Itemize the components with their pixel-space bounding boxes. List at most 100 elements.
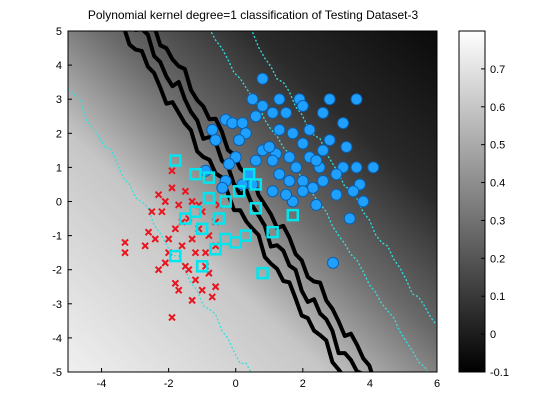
colorbar-tick-label: 0.3: [490, 215, 505, 227]
support-vector-square: [212, 212, 226, 225]
data-point-circle: [296, 100, 309, 113]
data-point-circle: [226, 117, 239, 130]
data-point-circle: [296, 175, 309, 188]
y-tick-label: 0: [56, 197, 62, 209]
support-vector-square: [242, 167, 256, 181]
x-tick-label: -2: [164, 378, 174, 390]
decision-boundary-line: [122, 31, 343, 372]
data-points: [121, 72, 380, 322]
colorbar-tick-label: 0.5: [490, 140, 505, 152]
colorbar-tick-label: 0: [490, 329, 496, 341]
data-point-circle: [206, 123, 219, 136]
data-point-circle: [303, 123, 316, 136]
colorbar: 0.7 0.6 0.5 0.4 0.3 0.2 0.1 0 -0.1: [458, 30, 509, 379]
colorbar-tick-label: 0.4: [490, 178, 505, 190]
data-point-circle: [216, 181, 229, 194]
data-point-circle: [266, 185, 279, 198]
chart-title: Polynomial kernel degree=1 classificatio…: [88, 8, 419, 22]
data-point-x: [171, 225, 180, 233]
colorbar-tick-label: 0.2: [490, 253, 505, 265]
data-point-x: [178, 242, 186, 250]
data-point-x: [154, 265, 163, 274]
data-point-circle: [330, 168, 343, 181]
data-point-circle: [310, 154, 323, 167]
data-point-circle: [306, 181, 319, 194]
support-vector-square: [179, 212, 192, 225]
data-point-circle: [310, 198, 323, 211]
x-tick-label: 4: [367, 378, 373, 390]
data-point-x: [188, 235, 196, 243]
data-point-circle: [249, 154, 262, 167]
x-tick-label: 6: [434, 378, 440, 390]
data-point-x: [151, 235, 159, 243]
data-point-x: [174, 286, 183, 294]
data-point-circle: [296, 137, 309, 150]
data-point-x: [185, 265, 193, 274]
data-point-circle: [263, 140, 276, 153]
support-vector-square: [249, 202, 263, 215]
colorbar-tick-label: 0.6: [490, 102, 505, 114]
data-point-circle: [330, 188, 343, 201]
y-tick-label: 2: [56, 128, 62, 140]
x-tick-label: 0: [233, 378, 239, 390]
y-tick-label: 3: [56, 94, 62, 106]
data-point-x: [141, 242, 149, 250]
margin-contour-line: [68, 88, 252, 372]
support-vector-square: [189, 167, 202, 181]
support-vector-square: [169, 154, 182, 167]
data-point-x: [121, 238, 129, 247]
data-point-circle: [316, 106, 329, 119]
y-tick-label: 1: [56, 162, 62, 174]
data-point-circle: [273, 93, 286, 106]
data-point-x: [148, 208, 156, 216]
colorbar-gradient: [458, 30, 486, 373]
y-tick-label: 5: [56, 26, 62, 38]
support-vector-square: [189, 205, 202, 218]
support-vector-square: [195, 260, 209, 273]
colorbar-tick-label: 0.7: [490, 64, 505, 76]
data-point-circle: [283, 151, 296, 164]
data-point-circle: [280, 188, 293, 201]
data-point-x: [171, 279, 180, 288]
margin-contour-line: [250, 31, 437, 326]
data-point-circle: [266, 106, 279, 119]
data-point-circle: [290, 161, 303, 174]
data-point-circle: [316, 144, 329, 157]
data-point-circle: [350, 93, 363, 106]
colorbar-tick-label: -0.1: [490, 367, 509, 379]
data-point-circle: [327, 256, 340, 269]
data-point-x: [211, 283, 220, 291]
support-vector-square: [219, 195, 232, 208]
data-point-circle: [367, 161, 380, 174]
y-tick-label: -3: [52, 299, 62, 311]
support-vector-square: [249, 178, 263, 191]
data-point-circle: [209, 134, 222, 147]
data-point-circle: [323, 134, 336, 147]
data-point-x: [208, 293, 216, 301]
data-point-x: [168, 167, 176, 175]
data-point-x: [181, 187, 190, 195]
support-vector-square: [266, 225, 279, 239]
support-vector-square: [232, 185, 246, 198]
data-point-x: [158, 208, 166, 216]
data-point-circle: [323, 93, 336, 106]
y-tick-label: -4: [52, 333, 62, 345]
data-point-x: [198, 286, 206, 294]
data-point-x: [161, 197, 169, 206]
data-point-circle: [357, 195, 370, 208]
data-point-circle: [223, 157, 236, 170]
support-vector-square: [286, 208, 300, 222]
support-vector-square: [209, 242, 222, 256]
support-vector-square: [219, 232, 232, 246]
data-point-x: [164, 235, 173, 243]
data-point-circle: [273, 123, 286, 136]
data-point-x: [191, 248, 200, 257]
data-point-circle: [343, 212, 356, 225]
support-vector-square: [195, 222, 209, 236]
data-point-x: [144, 228, 153, 236]
data-point-x: [168, 313, 176, 322]
support-vector-square: [169, 249, 182, 263]
support-vector-square: [239, 229, 253, 242]
plot-area: [68, 31, 437, 372]
